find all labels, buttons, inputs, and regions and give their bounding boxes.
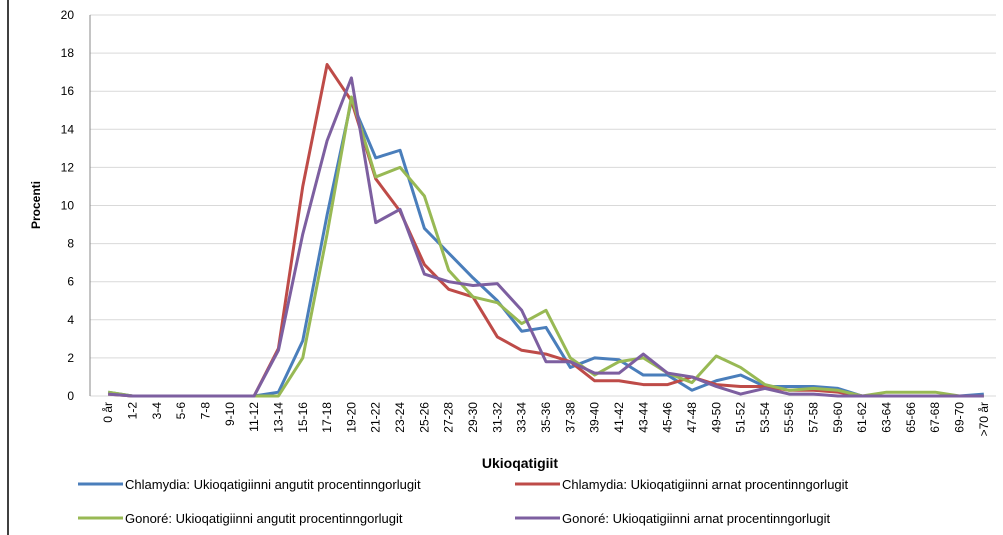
x-tick-label: 55-56 <box>782 402 796 433</box>
y-tick-label: 20 <box>61 8 75 22</box>
x-tick-label: 7-8 <box>198 402 212 420</box>
series-line <box>107 99 984 398</box>
y-tick-label: 12 <box>61 160 75 174</box>
series-line <box>108 76 984 398</box>
x-tick-label: 57-58 <box>807 402 821 433</box>
x-tick-label: 29-30 <box>466 402 480 433</box>
x-tick-label: 25-26 <box>417 402 431 433</box>
x-tick-label: 49-50 <box>709 402 723 433</box>
x-tick-label: 53-54 <box>758 402 772 433</box>
y-tick-label: 18 <box>61 46 75 60</box>
y-tick-label: 6 <box>67 275 74 289</box>
x-tick-label: 59-60 <box>831 402 845 433</box>
x-tick-label: 31-32 <box>490 402 504 433</box>
series-line <box>107 95 984 398</box>
legend-label: Gonoré: Ukioqatigiinni arnat procentinng… <box>562 511 830 526</box>
x-tick-label: 3-4 <box>150 402 164 420</box>
legend-label: Chlamydia: Ukioqatigiinni arnat procenti… <box>562 477 849 492</box>
x-tick-label: >70 år <box>977 402 991 436</box>
x-tick-label: 67-68 <box>928 402 942 433</box>
x-tick-label: 5-6 <box>174 402 188 420</box>
x-tick-label: 21-22 <box>369 402 383 433</box>
series-line <box>108 63 984 398</box>
y-tick-label: 8 <box>67 237 74 251</box>
x-tick-label: 9-10 <box>223 402 237 426</box>
x-tick-label: 27-28 <box>442 402 456 433</box>
legend-label: Gonoré: Ukioqatigiinni angutit procentin… <box>125 511 403 526</box>
x-tick-label: 17-18 <box>320 402 334 433</box>
x-axis-label: Ukioqatigiit <box>482 455 559 471</box>
x-tick-label: 39-40 <box>588 402 602 433</box>
x-tick-label: 11-12 <box>247 402 261 432</box>
x-tick-label: 65-66 <box>904 402 918 433</box>
x-tick-label: 43-44 <box>636 402 650 433</box>
x-tick-label: 47-48 <box>685 402 699 433</box>
x-tick-label: 15-16 <box>296 402 310 433</box>
y-tick-label: 4 <box>67 313 74 327</box>
x-tick-label: 63-64 <box>880 402 894 433</box>
x-tick-label: 41-42 <box>612 402 626 433</box>
x-tick-label: 61-62 <box>855 402 869 433</box>
x-tick-label: 0 år <box>101 402 115 423</box>
x-tick-label: 69-70 <box>953 402 967 433</box>
x-tick-label: 33-34 <box>515 402 529 433</box>
x-tick-label: 35-36 <box>539 402 553 433</box>
x-tick-label: 45-46 <box>661 402 675 433</box>
y-tick-label: 10 <box>61 199 75 213</box>
y-tick-label: 16 <box>61 84 75 98</box>
y-tick-label: 2 <box>67 351 74 365</box>
legend-label: Chlamydia: Ukioqatigiinni angutit procen… <box>125 477 421 492</box>
x-tick-label: 1-2 <box>125 402 139 420</box>
x-tick-label: 19-20 <box>344 402 358 433</box>
y-tick-label: 14 <box>61 122 75 136</box>
x-tick-label: 23-24 <box>393 402 407 433</box>
x-tick-label: 37-38 <box>563 402 577 433</box>
x-tick-label: 51-52 <box>734 402 748 433</box>
y-tick-label: 0 <box>67 389 74 403</box>
x-tick-label: 13-14 <box>271 402 285 433</box>
y-axis-label: Procenti <box>29 181 43 229</box>
